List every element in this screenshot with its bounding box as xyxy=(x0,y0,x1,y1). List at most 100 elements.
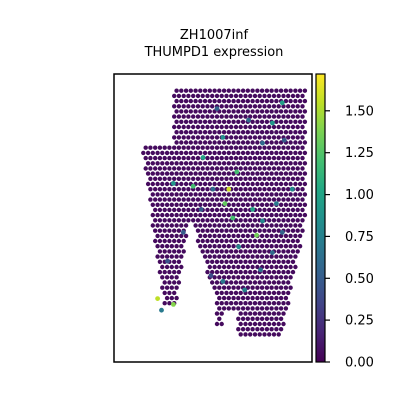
spot xyxy=(210,114,215,119)
spot xyxy=(212,181,217,187)
spot xyxy=(269,275,274,280)
spot xyxy=(267,290,272,296)
spot xyxy=(214,280,220,285)
spot xyxy=(155,244,160,249)
spot xyxy=(160,212,165,218)
colorbar-tick-label: 1.25 xyxy=(345,146,374,161)
spot xyxy=(198,88,203,93)
spot xyxy=(274,130,279,135)
spot xyxy=(267,301,272,306)
spot xyxy=(202,140,208,145)
spot xyxy=(221,98,227,104)
spot xyxy=(233,176,239,181)
spot xyxy=(243,301,248,306)
spot xyxy=(231,295,236,301)
spot xyxy=(269,306,274,311)
spot xyxy=(252,166,258,171)
spot xyxy=(160,150,165,156)
spot xyxy=(191,124,196,130)
spot xyxy=(233,135,239,140)
spot xyxy=(205,249,210,254)
spot xyxy=(262,249,267,254)
spot xyxy=(276,290,281,296)
spot xyxy=(252,238,258,244)
spot xyxy=(176,187,182,192)
spot xyxy=(243,259,248,264)
spot xyxy=(297,171,303,176)
spot xyxy=(255,98,260,104)
highlighted-spot xyxy=(258,267,263,273)
spot xyxy=(181,218,186,223)
spot xyxy=(214,311,220,316)
spot xyxy=(276,93,281,99)
spot xyxy=(288,98,293,104)
spot xyxy=(217,264,222,270)
spot xyxy=(238,145,243,150)
spot xyxy=(293,264,298,270)
spot xyxy=(300,187,305,192)
spot xyxy=(250,212,255,218)
spot xyxy=(210,155,215,161)
spot xyxy=(210,249,215,254)
spot xyxy=(183,161,189,166)
spot xyxy=(210,145,215,150)
highlighted-spot xyxy=(236,244,242,250)
spot xyxy=(276,321,281,327)
spot xyxy=(141,150,146,156)
spot xyxy=(167,228,172,233)
highlighted-spot xyxy=(279,230,285,235)
spot xyxy=(269,295,274,301)
spot xyxy=(202,192,208,197)
spot xyxy=(172,249,177,254)
spot xyxy=(212,244,217,249)
spot xyxy=(267,218,272,223)
spot xyxy=(267,166,272,171)
highlighted-spot xyxy=(214,106,220,111)
spot xyxy=(264,150,270,156)
spot xyxy=(302,119,308,125)
spot xyxy=(145,161,151,166)
spot xyxy=(221,275,227,280)
spot xyxy=(293,233,298,239)
spot xyxy=(207,244,212,249)
spot xyxy=(226,244,231,249)
spot xyxy=(191,207,196,213)
spot xyxy=(288,88,293,93)
spot xyxy=(248,197,253,202)
spot xyxy=(236,140,241,145)
spot xyxy=(276,166,281,171)
spot xyxy=(250,109,255,114)
spot xyxy=(236,161,241,166)
spot xyxy=(167,197,172,202)
spot xyxy=(224,259,229,264)
spot xyxy=(248,187,253,192)
spot xyxy=(186,114,191,119)
spot xyxy=(207,233,212,239)
spot xyxy=(174,275,179,280)
spot xyxy=(226,233,231,239)
spot xyxy=(236,212,241,218)
spot xyxy=(274,171,279,176)
spot xyxy=(179,264,184,270)
spot xyxy=(229,155,234,161)
spot xyxy=(245,130,250,135)
spot xyxy=(278,285,284,290)
spot xyxy=(233,269,239,275)
spot xyxy=(150,212,155,218)
spot xyxy=(160,264,165,270)
spot xyxy=(221,264,227,270)
spot xyxy=(181,249,186,254)
spot xyxy=(276,238,281,244)
spot xyxy=(207,161,212,166)
spot xyxy=(302,130,308,135)
spot xyxy=(212,254,217,259)
spot xyxy=(250,264,255,270)
spot xyxy=(224,269,229,275)
spot xyxy=(221,212,227,218)
spot xyxy=(288,171,293,176)
spot xyxy=(181,135,186,140)
spot xyxy=(174,192,179,197)
spot xyxy=(214,176,220,181)
spot xyxy=(224,145,229,150)
spot xyxy=(276,187,281,192)
